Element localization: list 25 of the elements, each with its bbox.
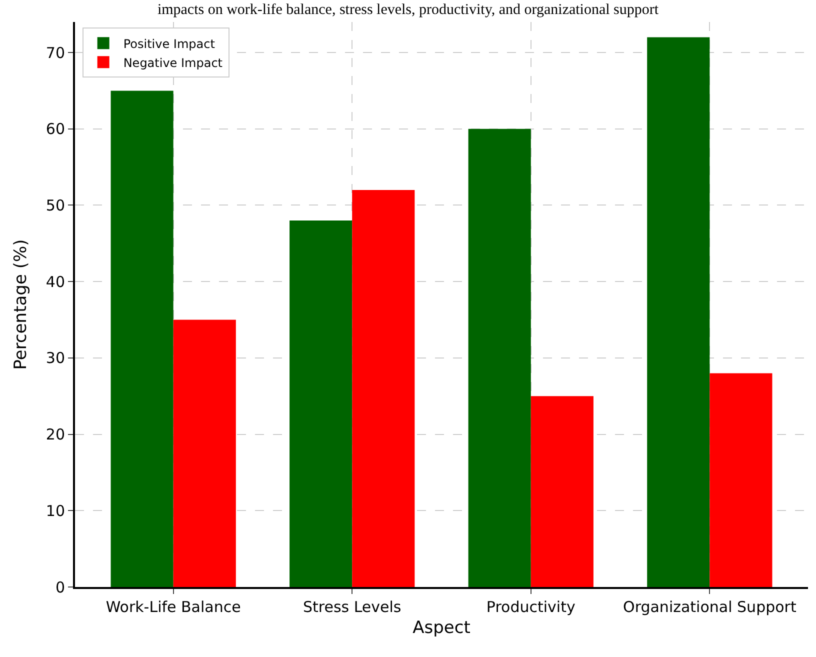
x-tick-label: Stress Levels [302, 598, 402, 616]
bar [710, 373, 772, 587]
legend-label: Negative Impact [123, 56, 223, 70]
y-tick-label: 30 [46, 349, 65, 368]
bar [290, 220, 352, 587]
x-tick-label: Organizational Support [623, 598, 796, 616]
chart-title: impacts on work-life balance, stress levels, productivity, and organizational support [157, 2, 660, 18]
x-tick-label: Work-Life Balance [106, 598, 241, 616]
bar [468, 128, 531, 587]
bar [352, 190, 415, 587]
x-tick-label: Productivity [486, 598, 576, 616]
legend-label: Positive Impact [123, 36, 216, 51]
y-tick-label: 50 [46, 196, 65, 214]
bar [647, 37, 710, 587]
bar [530, 396, 594, 587]
y-tick-label: 40 [46, 272, 65, 291]
y-tick-label: 20 [46, 426, 65, 444]
y-tick-label: 10 [46, 502, 65, 520]
y-tick-label: 70 [46, 44, 65, 62]
x-axis-title: Aspect [412, 618, 471, 638]
y-axis-title: Percentage (%) [10, 239, 31, 370]
bar [110, 90, 174, 587]
y-tick-label: 60 [46, 120, 65, 138]
bar [173, 320, 236, 587]
y-tick-label: 0 [55, 578, 65, 596]
